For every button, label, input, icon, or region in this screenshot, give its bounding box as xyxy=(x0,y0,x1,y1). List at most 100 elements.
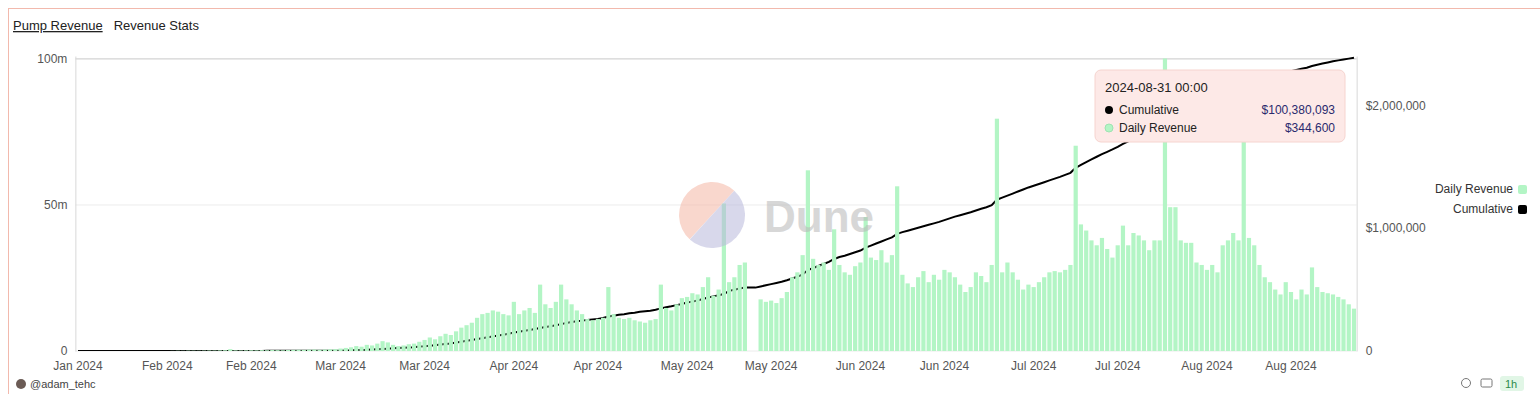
tick: Apr 2024 xyxy=(574,351,623,373)
bar xyxy=(218,350,222,351)
tick: Jul 2024 xyxy=(1011,351,1057,373)
legend-label[interactable]: Daily Revenue xyxy=(1435,182,1513,196)
bar xyxy=(1142,240,1146,351)
bar xyxy=(139,351,143,352)
bar xyxy=(317,350,321,351)
bar xyxy=(1189,243,1193,351)
bar xyxy=(827,270,831,351)
bar xyxy=(239,350,243,351)
legend-label[interactable]: Cumulative xyxy=(1453,202,1513,216)
bar xyxy=(769,301,773,351)
tick-label: Feb 2024 xyxy=(226,359,277,373)
bar xyxy=(885,263,889,352)
bar xyxy=(633,320,637,351)
tick: May 2024 xyxy=(745,351,798,373)
bar xyxy=(233,350,237,351)
bar xyxy=(738,265,742,351)
bar xyxy=(1268,282,1272,351)
bar xyxy=(774,303,778,351)
tick-label: Apr 2024 xyxy=(574,359,623,373)
bar xyxy=(963,292,967,351)
tick: Jan 2024 xyxy=(53,351,103,373)
bar xyxy=(396,346,400,351)
bar xyxy=(1331,294,1335,351)
bar xyxy=(1032,287,1036,351)
bar xyxy=(869,258,873,351)
bar xyxy=(974,272,978,351)
refresh-badge[interactable] xyxy=(1500,376,1524,391)
bar xyxy=(412,344,416,351)
bar xyxy=(181,350,185,351)
tick-label: May 2024 xyxy=(661,359,714,373)
bar xyxy=(916,277,920,351)
tab[interactable]: Revenue Stats xyxy=(114,18,200,33)
bar xyxy=(365,345,369,351)
bar xyxy=(433,339,437,351)
bar xyxy=(1352,309,1356,351)
bar xyxy=(1063,270,1067,351)
bar xyxy=(942,270,946,351)
camera-icon[interactable] xyxy=(1481,379,1492,387)
share-icon[interactable] xyxy=(1462,379,1471,388)
bar xyxy=(790,277,794,351)
bar xyxy=(144,351,148,352)
tick: 100m xyxy=(37,52,75,66)
bar xyxy=(496,312,500,351)
bar xyxy=(890,255,894,351)
bar xyxy=(270,350,274,351)
bar xyxy=(1226,240,1230,351)
bar xyxy=(228,349,232,351)
bar xyxy=(1042,277,1046,351)
bar xyxy=(822,263,826,352)
bar xyxy=(643,323,647,351)
bar xyxy=(927,282,931,351)
bar xyxy=(1200,265,1204,351)
bar xyxy=(1011,272,1015,351)
bar xyxy=(1000,272,1004,351)
bar xyxy=(417,342,421,351)
bar xyxy=(312,350,316,351)
bar xyxy=(701,287,705,351)
bar xyxy=(307,350,311,351)
bar xyxy=(1074,146,1078,351)
bar xyxy=(333,349,337,351)
bar xyxy=(1305,294,1309,351)
tick-label: 0 xyxy=(61,344,68,358)
bar xyxy=(1079,224,1083,351)
tick-label: Jun 2024 xyxy=(920,359,970,373)
bar xyxy=(921,271,925,351)
bar xyxy=(165,351,169,352)
bar xyxy=(97,351,101,352)
bar xyxy=(407,344,411,351)
bar xyxy=(1026,285,1030,351)
bar xyxy=(932,275,936,351)
bar xyxy=(1147,250,1151,351)
legend-swatch[interactable] xyxy=(1518,205,1527,214)
bar xyxy=(1100,238,1104,351)
bar xyxy=(459,328,463,351)
bar xyxy=(302,350,306,351)
bar xyxy=(1131,233,1135,351)
bar xyxy=(443,334,447,351)
author[interactable]: @adam_tehc xyxy=(30,378,96,390)
bar xyxy=(92,351,96,352)
bar xyxy=(1273,290,1277,351)
bar xyxy=(979,276,983,351)
bar xyxy=(953,277,957,351)
tick-label: 0 xyxy=(1366,344,1373,358)
bar xyxy=(785,292,789,351)
bar xyxy=(449,335,453,351)
bar xyxy=(554,302,558,351)
bar xyxy=(617,318,621,351)
tab[interactable]: Pump Revenue xyxy=(13,18,103,33)
bar xyxy=(296,350,300,351)
refresh-label[interactable]: 1h xyxy=(1505,378,1517,390)
bar xyxy=(475,318,479,351)
bar xyxy=(685,297,689,351)
legend: Daily Revenue Cumulative xyxy=(1435,182,1527,216)
bar xyxy=(1221,245,1225,351)
legend-swatch[interactable] xyxy=(1518,185,1527,194)
bar xyxy=(1105,249,1109,351)
bar xyxy=(543,304,547,351)
bar xyxy=(795,272,799,351)
